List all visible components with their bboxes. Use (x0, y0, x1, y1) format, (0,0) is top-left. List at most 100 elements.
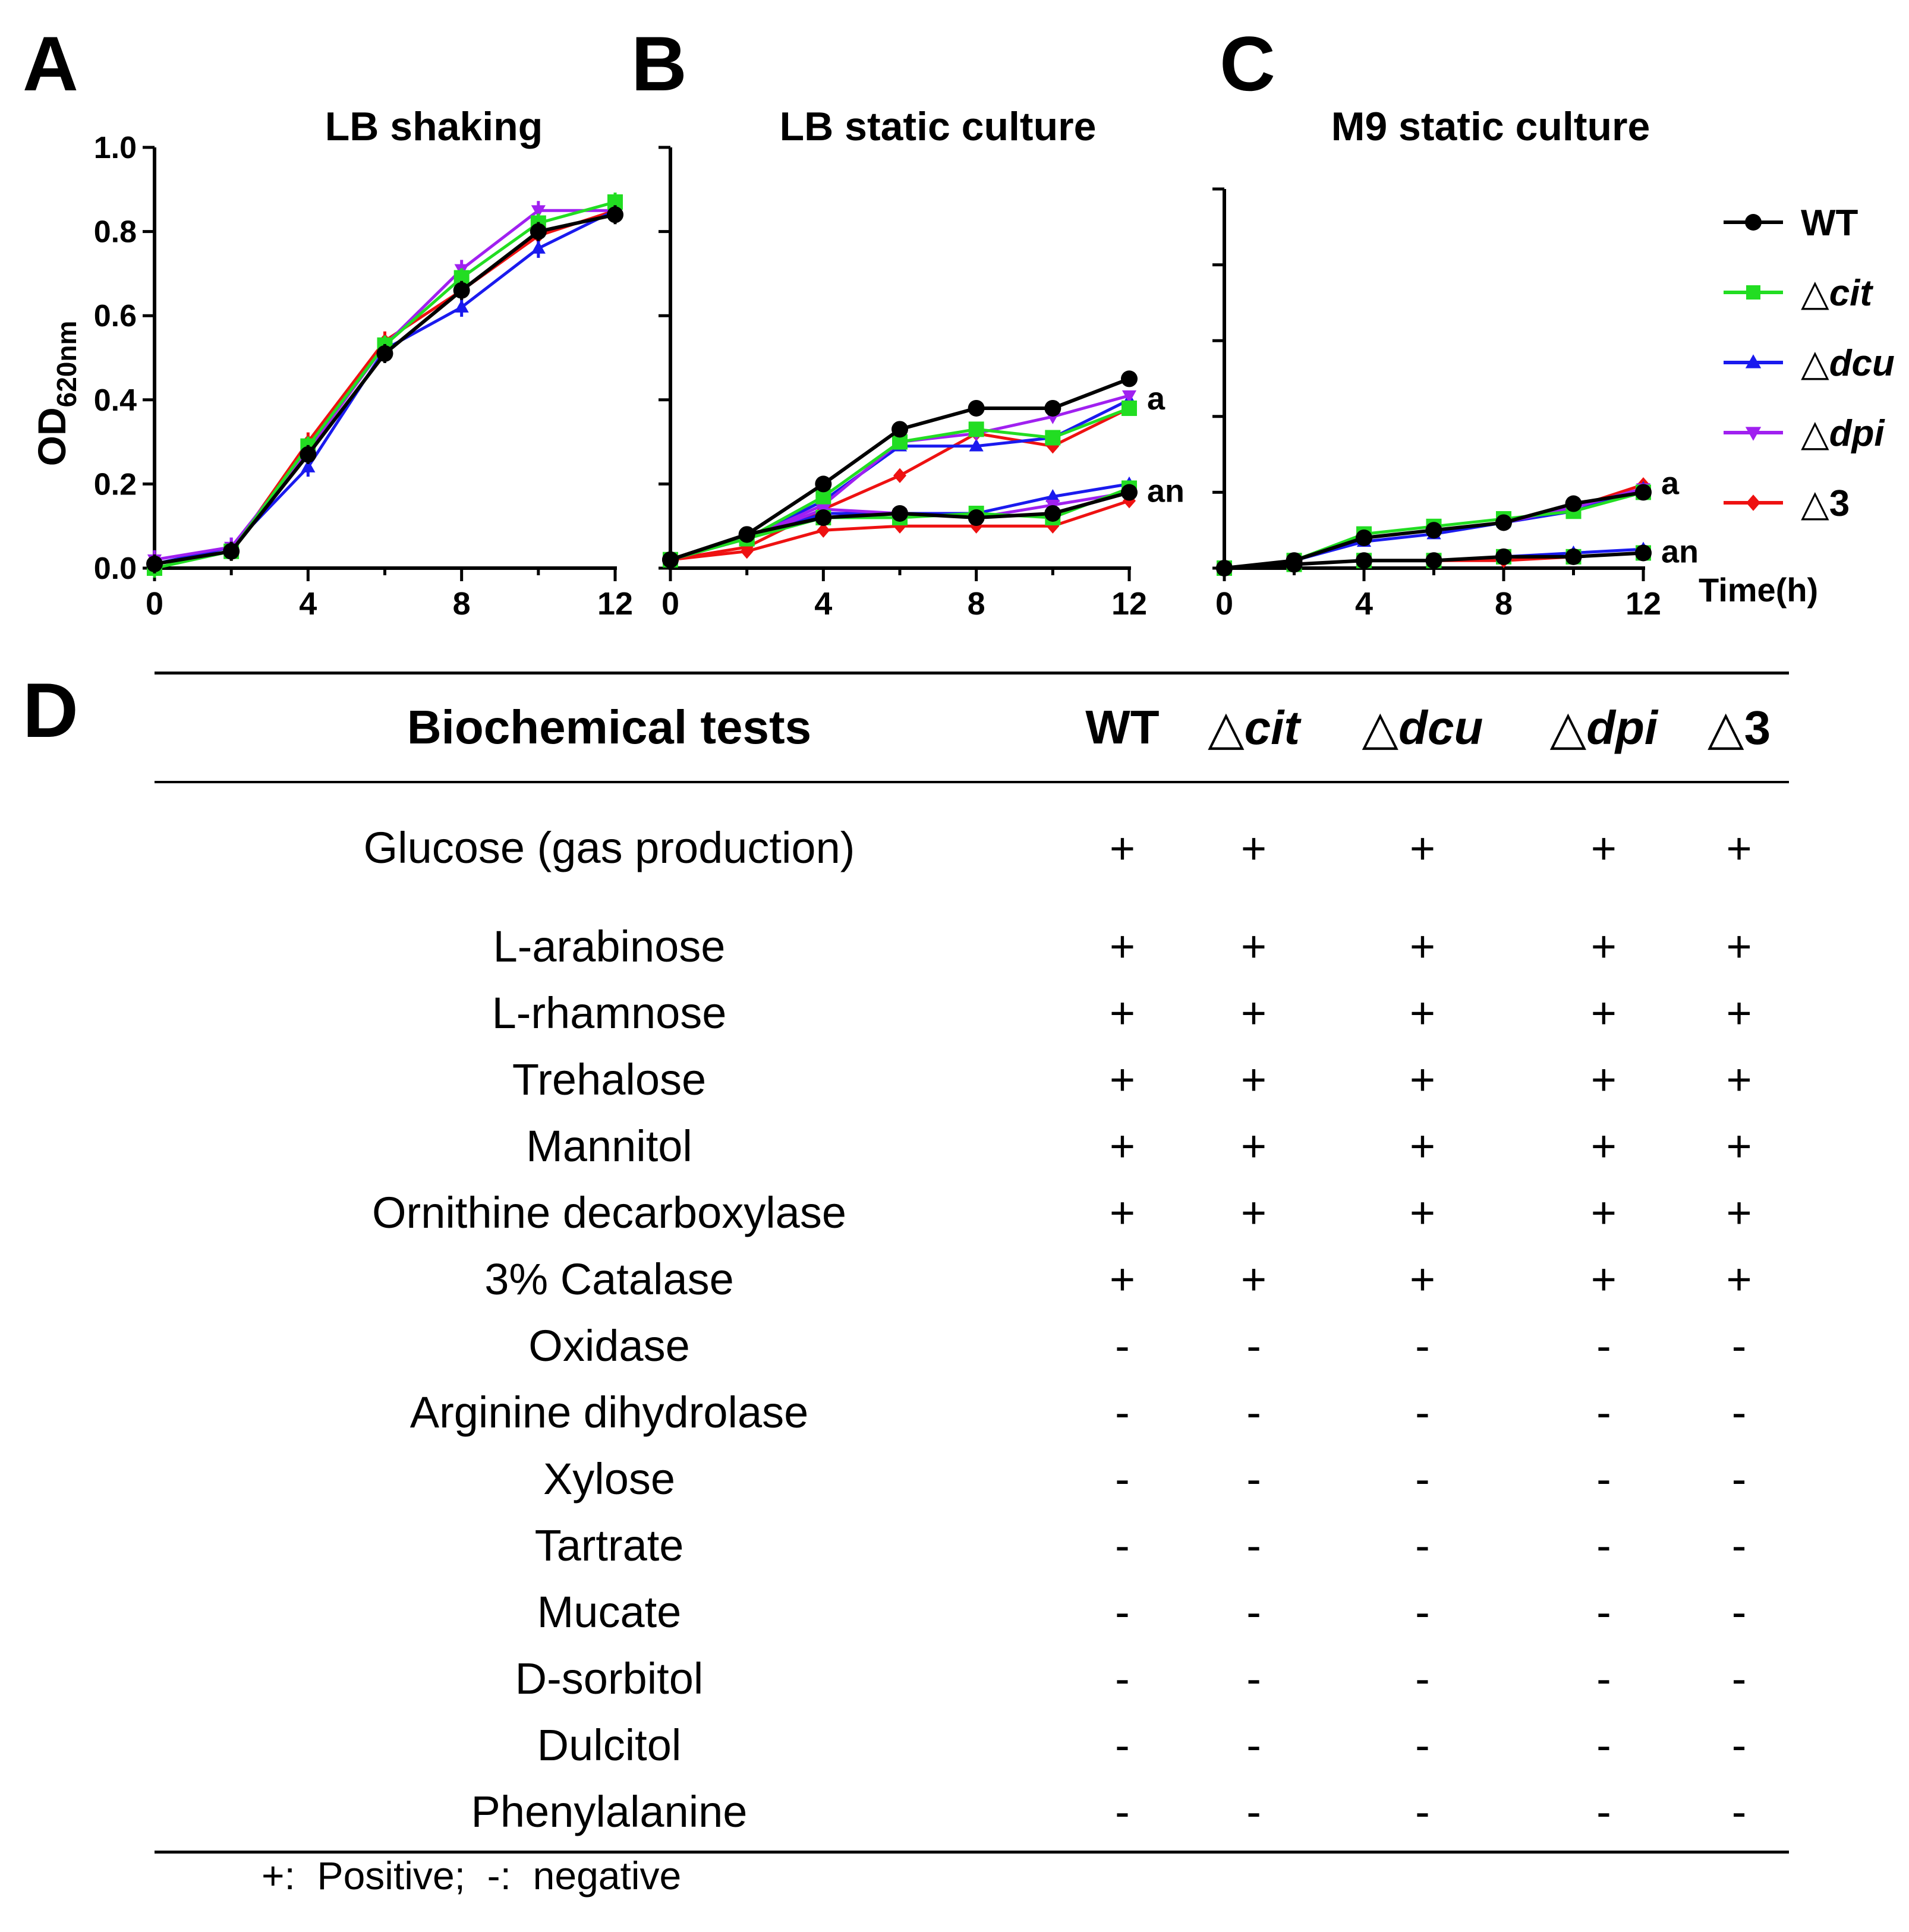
result-cell: - (1415, 1320, 1430, 1370)
panel-c-annotation: an (1661, 534, 1699, 569)
result-cell: - (1115, 1387, 1130, 1437)
panel-a-x-tick-label: 8 (453, 586, 471, 622)
result-cell: + (1409, 1254, 1436, 1304)
panel-b-data-point (815, 475, 832, 493)
panel-c-x-tick-label: 8 (1495, 586, 1513, 622)
panel-b-data-point (968, 509, 985, 527)
panel-a-y-label: OD620nm (30, 321, 82, 467)
panel-c-annotation: a (1661, 466, 1680, 502)
panel-a-series-line (154, 213, 616, 566)
result-cell: - (1246, 1387, 1261, 1437)
test-name-cell: Xylose (543, 1454, 676, 1504)
panel-a-title: LB shaking (325, 104, 543, 149)
header-tests: Biochemical tests (407, 701, 812, 754)
legend-marker-dpi (1745, 427, 1762, 441)
panel-a-y-tick-label: 1.0 (94, 131, 137, 165)
result-cell: + (1240, 1254, 1267, 1304)
table-row: Trehalose + + + + + (155, 1046, 1789, 1112)
panel-b-x-tick-label: 8 (968, 586, 985, 622)
table-header-row: Biochemical tests WT △cit △dcu △dpi △3 (155, 672, 1789, 783)
legend-name: dpi (1829, 413, 1886, 454)
panel-a-data-point (607, 206, 623, 223)
legend-label-WT: WT (1801, 203, 1858, 244)
result-cell: + (1409, 988, 1436, 1038)
panel-b-x-tick-label: 0 (661, 586, 679, 622)
result-cell: - (1115, 1720, 1130, 1770)
panel-c-data-point (1216, 560, 1233, 576)
legend-prefix: △ (1801, 413, 1829, 454)
legend-name: dcu (1829, 343, 1895, 384)
header-col-dcu-label: dcu (1398, 701, 1483, 754)
panel-b-data-point (1045, 488, 1060, 502)
legend-marker-WT (1745, 214, 1762, 231)
legend-label-dcu: △dcu (1801, 343, 1895, 384)
result-cell: - (1415, 1720, 1430, 1770)
panel-b-data-point (1121, 370, 1138, 387)
result-cell: + (1409, 823, 1436, 873)
result-cell: - (1415, 1387, 1430, 1437)
result-cell: - (1415, 1653, 1430, 1703)
result-cell: - (1115, 1454, 1130, 1504)
test-name-cell: Phenylalanine (471, 1786, 748, 1836)
result-cell: - (1246, 1454, 1261, 1504)
result-cell: + (1109, 1254, 1136, 1304)
panel-a-series-line (154, 200, 616, 570)
result-cell: + (1726, 823, 1752, 873)
table-row: Phenylalanine - - - - - (155, 1778, 1789, 1845)
panel-a-series-line (154, 209, 616, 566)
header-col-cit-label: cit (1244, 701, 1300, 754)
table-row: L-arabinose + + + + + (155, 913, 1789, 979)
result-cell: + (1109, 1054, 1136, 1104)
panel-c-data-point (1565, 548, 1582, 565)
panel-b-annotation: an (1147, 474, 1185, 509)
panel-a-y-tick-label: 0.8 (94, 215, 137, 250)
header-col-d3: △3 (1689, 672, 1789, 783)
header-col-dpi: △dpi (1519, 672, 1689, 783)
growth-curves: LB shaking 0.0 0.2 0.4 0.6 0.8 1.0 0 4 8 12 OD620nm… (30, 104, 1895, 622)
result-cell: - (1115, 1520, 1130, 1570)
test-name-cell: L-rhamnose (492, 988, 727, 1038)
panel-a-y-tick-label: 0.0 (94, 551, 137, 586)
result-cell: + (1726, 988, 1752, 1038)
panel-c-x-tick-label: 0 (1215, 586, 1233, 622)
result-cell: - (1246, 1720, 1261, 1770)
legend-prefix: △ (1801, 483, 1829, 524)
panel-a-y-tick-label: 0.4 (94, 383, 137, 418)
legend-label-dpi: △dpi (1801, 413, 1885, 454)
test-name-cell: D-sorbitol (515, 1653, 704, 1703)
result-cell: + (1109, 1121, 1136, 1171)
result-cell: + (1590, 1121, 1617, 1171)
result-cell: - (1596, 1587, 1611, 1637)
panel-a-x-tick-label: 12 (597, 586, 633, 622)
test-name-cell: Mucate (537, 1587, 682, 1637)
test-name-cell: Trehalose (512, 1054, 707, 1104)
panel-a-data-point (531, 205, 546, 218)
panel-b-data-point (892, 505, 908, 522)
result-cell: - (1731, 1387, 1747, 1437)
result-cell: - (1246, 1320, 1261, 1370)
result-cell: - (1246, 1587, 1261, 1637)
test-name-cell: L-arabinose (493, 921, 726, 971)
panel-letter-a: A (23, 20, 78, 107)
result-cell: - (1731, 1720, 1747, 1770)
header-col-dcu-prefix: △ (1362, 701, 1399, 754)
result-cell: - (1731, 1786, 1747, 1836)
panel-b-data-point (738, 526, 755, 543)
legend-marker-dcu (1745, 354, 1762, 368)
table-row: Dulcitol - - - - - (155, 1712, 1789, 1778)
result-cell: + (1726, 1121, 1752, 1171)
table-row: Tartrate - - - - - (155, 1512, 1789, 1578)
legend-name: 3 (1829, 483, 1850, 524)
result-cell: + (1109, 988, 1136, 1038)
result-cell: + (1240, 1054, 1267, 1104)
panel-c-data-point (1635, 484, 1652, 501)
panel-a-data-point (300, 446, 317, 463)
panel-a-data-point (223, 543, 240, 560)
panel-a-data-point (146, 555, 163, 572)
panel-a-data-point (301, 459, 316, 472)
table-row: Mannitol + + + + + (155, 1112, 1789, 1179)
result-cell: + (1240, 1121, 1267, 1171)
header-col-d3-label: 3 (1744, 701, 1771, 754)
table-row: Glucose (gas production) + + + + + (155, 783, 1789, 913)
result-cell: + (1726, 1054, 1752, 1104)
